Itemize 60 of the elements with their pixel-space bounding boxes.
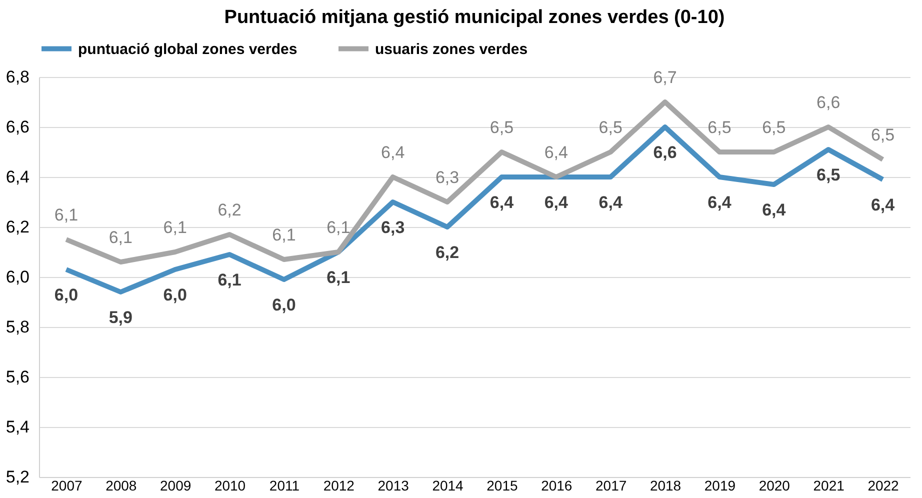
y-tick-label: 6,2 (6, 218, 30, 236)
data-label: 6,4 (598, 193, 623, 212)
data-label: 6,5 (762, 118, 786, 137)
data-label: 6,5 (816, 166, 840, 184)
x-tick-label: 2018 (650, 478, 682, 494)
legend-label: usuaris zones verdes (375, 40, 528, 58)
x-tick-label: 2019 (704, 478, 736, 494)
x-tick-label: 2021 (813, 478, 845, 494)
y-tick-label: 5,8 (6, 318, 30, 336)
data-label: 6,4 (544, 193, 569, 212)
data-label: 6,1 (163, 218, 187, 237)
data-label: 6,1 (272, 226, 296, 244)
data-label: 6,5 (708, 118, 732, 137)
x-tick-label: 2012 (323, 478, 355, 494)
y-tick-label: 5,6 (6, 368, 30, 386)
data-label: 6,1 (326, 268, 350, 287)
data-label: 6,6 (653, 143, 677, 162)
data-label: 6,4 (490, 193, 514, 212)
x-tick-label: 2011 (269, 478, 300, 494)
data-label: 6,2 (218, 200, 242, 220)
data-label: 6,4 (544, 143, 568, 162)
data-label: 6,3 (435, 168, 460, 187)
data-label: 6,1 (54, 206, 78, 224)
x-tick-label: 2016 (541, 478, 572, 494)
x-tick-label: 2007 (51, 478, 82, 494)
data-label: 6,1 (326, 218, 350, 237)
data-label: 6,0 (54, 286, 78, 304)
x-tick-label: 2008 (106, 478, 137, 494)
data-label: 6,4 (870, 196, 896, 214)
data-label: 6,0 (272, 296, 296, 314)
x-tick-label: 2009 (160, 478, 192, 494)
x-tick-label: 2017 (596, 478, 627, 494)
y-tick-label: 5,4 (6, 418, 30, 436)
data-label: 6,3 (381, 218, 405, 237)
data-label: 6,5 (598, 118, 622, 137)
chart-title: Puntuació mitjana gestió municipal zones verdes (0-10) (224, 7, 725, 28)
x-tick-label: 2015 (486, 478, 518, 494)
data-label: 6,4 (708, 193, 732, 212)
x-tick-label: 2014 (432, 478, 464, 494)
x-tick-label: 2022 (868, 478, 900, 494)
data-label: 6,7 (653, 68, 677, 87)
y-tick-label: 6,8 (6, 68, 30, 86)
y-tick-label: 6,6 (6, 118, 30, 136)
x-tick-label: 2010 (214, 478, 246, 494)
y-tick-label: 6,4 (6, 168, 30, 186)
data-label: 6,4 (381, 143, 405, 162)
data-label: 5,9 (108, 308, 132, 327)
data-label: 6,4 (762, 200, 786, 220)
y-tick-label: 6,0 (6, 268, 30, 286)
data-label: 6,5 (490, 118, 514, 137)
x-tick-label: 2013 (378, 478, 410, 494)
legend-label: puntuació global zones verdes (78, 40, 298, 58)
data-label: 6,2 (435, 243, 460, 262)
data-label: 6,0 (163, 286, 187, 304)
y-tick-label: 5,2 (6, 468, 30, 486)
data-label: 6,6 (816, 93, 840, 112)
x-tick-label: 2020 (758, 478, 790, 494)
data-label: 6,5 (870, 126, 895, 144)
data-label: 6,1 (108, 228, 132, 247)
data-label: 6,1 (218, 270, 242, 290)
